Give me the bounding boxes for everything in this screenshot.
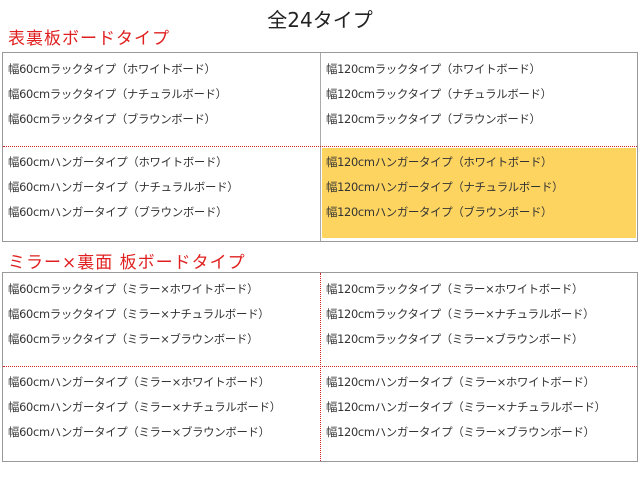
type-label: 幅60cmハンガータイプ（ホワイトボード） (8, 155, 228, 169)
type-label: 幅120cmラックタイプ（ミラー×ナチュラルボード） (326, 307, 595, 321)
type-label: 幅120cmラックタイプ（ブラウンボード） (326, 112, 541, 126)
type-label: 幅60cmラックタイプ（ナチュラルボード） (8, 87, 227, 101)
type-cell: 幅60cmラックタイプ（ホワイトボード） 幅60cmラックタイプ（ナチュラルボード… (4, 55, 318, 145)
type-label: 幅120cmハンガータイプ（ミラー×ブラウンボード） (326, 425, 595, 439)
type-label: 幅120cmラックタイプ（ホワイトボード） (326, 62, 541, 76)
type-label: 幅120cmハンガータイプ（ホワイトボード） (326, 155, 553, 169)
type-label: 幅120cmハンガータイプ（ブラウンボード） (326, 205, 553, 219)
column-divider (320, 53, 321, 241)
type-label: 幅60cmラックタイプ（ホワイトボード） (8, 62, 216, 76)
type-label: 幅120cmハンガータイプ（ミラー×ナチュラルボード） (326, 400, 606, 414)
type-cell: 幅120cmハンガータイプ（ミラー×ホワイトボード） 幅120cmハンガータイプ（… (322, 368, 636, 458)
type-label: 幅60cmラックタイプ（ミラー×ブラウンボード） (8, 332, 259, 346)
type-label: 幅60cmハンガータイプ（ミラー×ナチュラルボード） (8, 400, 281, 414)
type-cell: 幅120cmラックタイプ（ミラー×ホワイトボード） 幅120cmラックタイプ（ミラ… (322, 275, 636, 365)
type-cell: 幅120cmハンガータイプ（ホワイトボード） 幅120cmハンガータイプ（ナチュラ… (322, 148, 636, 238)
type-label: 幅60cmラックタイプ（ミラー×ホワイトボード） (8, 282, 259, 296)
section-heading: 表裏板ボードタイプ (8, 29, 170, 49)
section-heading: ミラー×裏面 板ボードタイプ (8, 253, 246, 273)
type-label: 幅60cmハンガータイプ（ナチュラルボード） (8, 180, 239, 194)
type-label: 幅120cmラックタイプ（ナチュラルボード） (326, 87, 552, 101)
type-cell: 幅60cmハンガータイプ（ミラー×ホワイトボード） 幅60cmハンガータイプ（ミラ… (4, 368, 318, 458)
type-label: 幅120cmハンガータイプ（ナチュラルボード） (326, 180, 564, 194)
type-cell: 幅60cmラックタイプ（ミラー×ホワイトボード） 幅60cmラックタイプ（ミラー×… (4, 275, 318, 365)
type-cell: 幅60cmハンガータイプ（ホワイトボード） 幅60cmハンガータイプ（ナチュラルボ… (4, 148, 318, 238)
row-divider (3, 366, 637, 367)
column-divider (320, 273, 321, 461)
section-box: 幅60cmラックタイプ（ミラー×ホワイトボード） 幅60cmラックタイプ（ミラー×… (2, 272, 638, 462)
type-label: 幅60cmハンガータイプ（ミラー×ブラウンボード） (8, 425, 270, 439)
title: 全24タイプ (267, 8, 373, 32)
type-label: 幅60cmラックタイプ（ミラー×ナチュラルボード） (8, 307, 270, 321)
type-label: 幅120cmラックタイプ（ミラー×ホワイトボード） (326, 282, 584, 296)
type-label: 幅120cmハンガータイプ（ミラー×ホワイトボード） (326, 375, 595, 389)
type-label: 幅120cmラックタイプ（ミラー×ブラウンボード） (326, 332, 584, 346)
type-label: 幅60cmハンガータイプ（ブラウンボード） (8, 205, 228, 219)
type-label: 幅60cmハンガータイプ（ミラー×ホワイトボード） (8, 375, 270, 389)
type-label: 幅60cmラックタイプ（ブラウンボード） (8, 112, 216, 126)
type-cell: 幅120cmラックタイプ（ホワイトボード） 幅120cmラックタイプ（ナチュラルボ… (322, 55, 636, 145)
row-divider (3, 146, 637, 147)
section-box: 幅60cmラックタイプ（ホワイトボード） 幅60cmラックタイプ（ナチュラルボード… (2, 52, 638, 242)
